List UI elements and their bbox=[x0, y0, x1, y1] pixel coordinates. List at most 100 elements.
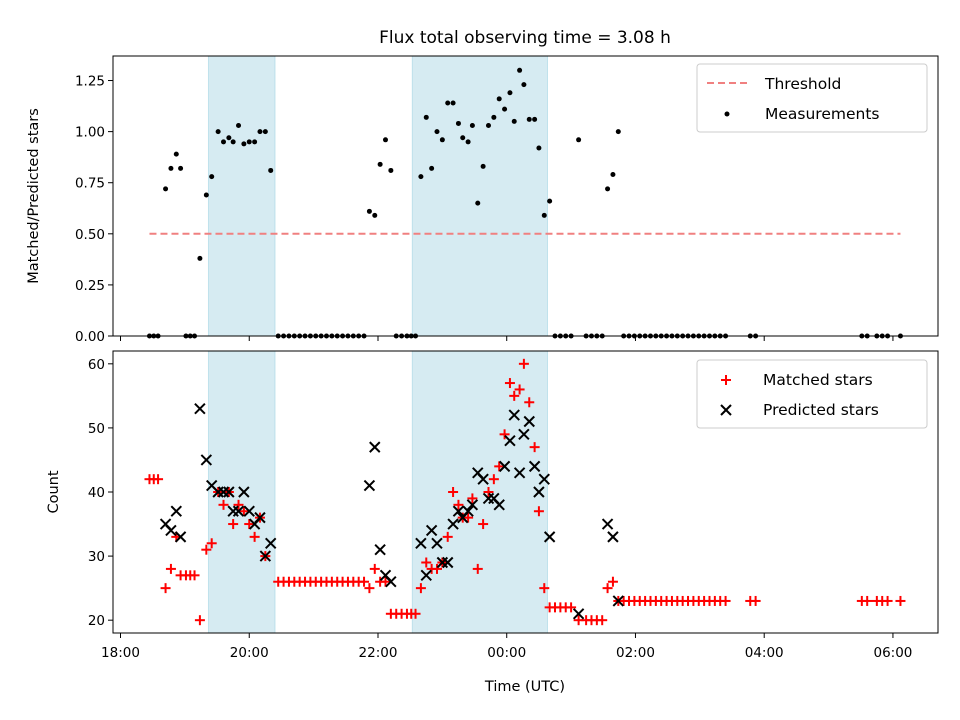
matched-star-point bbox=[607, 576, 618, 587]
matched-star-point bbox=[514, 384, 525, 395]
predicted-star-point bbox=[498, 460, 511, 473]
matched-star-point bbox=[463, 512, 474, 523]
matched-star-point bbox=[201, 544, 212, 555]
matched-star-point bbox=[524, 397, 535, 408]
measurement-point bbox=[610, 172, 616, 178]
matched-star-point bbox=[448, 487, 459, 497]
measurement-point bbox=[230, 139, 236, 145]
y-tick-label: 0.50 bbox=[75, 227, 105, 243]
predicted-star-point bbox=[200, 454, 213, 466]
x-tick-label: 22:00 bbox=[359, 645, 398, 661]
matched-star-point bbox=[882, 595, 893, 606]
matched-star-point bbox=[504, 378, 515, 389]
predicted-star-point bbox=[493, 499, 505, 511]
measurement-point bbox=[372, 212, 378, 218]
top-panel: Flux total observing time = 3.08 h 0.000… bbox=[26, 28, 939, 345]
measurement-point bbox=[168, 165, 174, 171]
bottom-panel: 20 30 40 50 60 18:00 20:00 22:00 00:00 02:00 04:0… bbox=[46, 350, 939, 695]
predicted-star-point bbox=[194, 402, 206, 415]
matched-star-point bbox=[895, 595, 906, 606]
predicted-star-point bbox=[369, 441, 381, 453]
matched-star-point bbox=[472, 563, 483, 574]
shaded-interval bbox=[207, 55, 276, 337]
measurement-point bbox=[197, 255, 203, 261]
measurement-point bbox=[526, 116, 532, 122]
matched-star-point bbox=[410, 608, 421, 619]
measurement-point bbox=[221, 139, 227, 145]
measurement-point bbox=[173, 151, 179, 157]
shaded-interval bbox=[411, 350, 548, 634]
predicted-legend-swatch bbox=[720, 404, 732, 416]
predicted-star-point bbox=[462, 505, 474, 517]
matched-star-point bbox=[238, 506, 249, 517]
top-y-ticks: 0.00 0.25 0.50 0.75 1.00 1.25 bbox=[75, 74, 113, 345]
y-tick-label: 60 bbox=[88, 357, 105, 373]
predicted-star-point bbox=[420, 569, 432, 582]
measurement-point bbox=[465, 139, 471, 145]
measurement-point bbox=[434, 129, 440, 135]
matched-star-point bbox=[720, 595, 731, 606]
predicted-star-point bbox=[477, 473, 489, 485]
x-tick-label: 04:00 bbox=[745, 645, 784, 661]
measurement-point bbox=[615, 129, 621, 135]
matched-star-point bbox=[189, 570, 200, 581]
measurement-point bbox=[268, 167, 274, 173]
matched-star-point bbox=[533, 506, 544, 517]
predicted-stars-points bbox=[159, 402, 625, 620]
y-tick-label: 50 bbox=[88, 421, 105, 437]
measurement-point bbox=[532, 116, 538, 122]
measurement-point bbox=[469, 122, 475, 128]
measurement-point bbox=[517, 67, 523, 73]
measurement-point bbox=[423, 114, 429, 120]
measurement-point bbox=[252, 139, 258, 145]
top-legend-box bbox=[696, 63, 928, 133]
measurement-point bbox=[418, 174, 424, 180]
bottom-legend: Matched stars Predicted stars bbox=[696, 359, 928, 429]
measurement-point bbox=[480, 163, 486, 169]
predicted-star-point bbox=[572, 608, 585, 620]
top-shaded-intervals bbox=[207, 55, 548, 337]
matched-star-point bbox=[862, 595, 873, 606]
matched-legend-marker bbox=[721, 375, 731, 385]
y-tick-label: 20 bbox=[88, 613, 105, 629]
measurement-point bbox=[377, 161, 383, 167]
shaded-interval bbox=[411, 55, 548, 337]
predicted-star-point bbox=[165, 524, 177, 537]
matched-star-point bbox=[218, 499, 229, 510]
measurement-point bbox=[521, 82, 527, 88]
measurement-point bbox=[576, 137, 582, 143]
predicted-star-point bbox=[528, 460, 541, 473]
x-tick-label: 20:00 bbox=[230, 645, 269, 661]
bottom-legend-box bbox=[696, 359, 928, 429]
predicted-star-point bbox=[523, 415, 535, 428]
measurement-point bbox=[178, 165, 184, 171]
chart-title: Flux total observing time = 3.08 h bbox=[379, 28, 671, 48]
measurement-point bbox=[215, 129, 221, 135]
matched-star-point bbox=[566, 602, 577, 613]
measurement-point bbox=[491, 114, 497, 120]
predicted-star-point bbox=[533, 486, 545, 498]
matched-star-point bbox=[380, 576, 391, 587]
predicted-star-point bbox=[431, 537, 443, 549]
measurement-point bbox=[429, 165, 435, 171]
predicted-legend-label: Predicted stars bbox=[763, 401, 879, 419]
matched-star-point bbox=[249, 531, 260, 542]
predicted-star-point bbox=[601, 518, 614, 530]
x-tick-label: 06:00 bbox=[873, 645, 912, 661]
predicted-star-point bbox=[447, 518, 459, 530]
bottom-y-axis-label: Count bbox=[46, 470, 62, 513]
measurement-point bbox=[475, 200, 481, 206]
bottom-x-ticks: 18:00 20:00 22:00 00:00 02:00 04:00 06:00 bbox=[101, 633, 912, 661]
x-tick-label: 18:00 bbox=[101, 645, 140, 661]
matched-star-point bbox=[415, 583, 426, 594]
predicted-star-point bbox=[425, 524, 438, 537]
measurement-point bbox=[241, 141, 247, 147]
top-y-axis-label: Matched/Predicted stars bbox=[26, 108, 42, 284]
x-axis-label: Time (UTC) bbox=[484, 679, 565, 695]
measurement-point bbox=[246, 139, 252, 145]
measurement-point bbox=[460, 135, 466, 141]
measurement-point bbox=[455, 120, 461, 126]
measurement-point bbox=[541, 212, 547, 218]
top-x-ticks bbox=[120, 336, 894, 341]
matched-star-point bbox=[153, 474, 164, 485]
